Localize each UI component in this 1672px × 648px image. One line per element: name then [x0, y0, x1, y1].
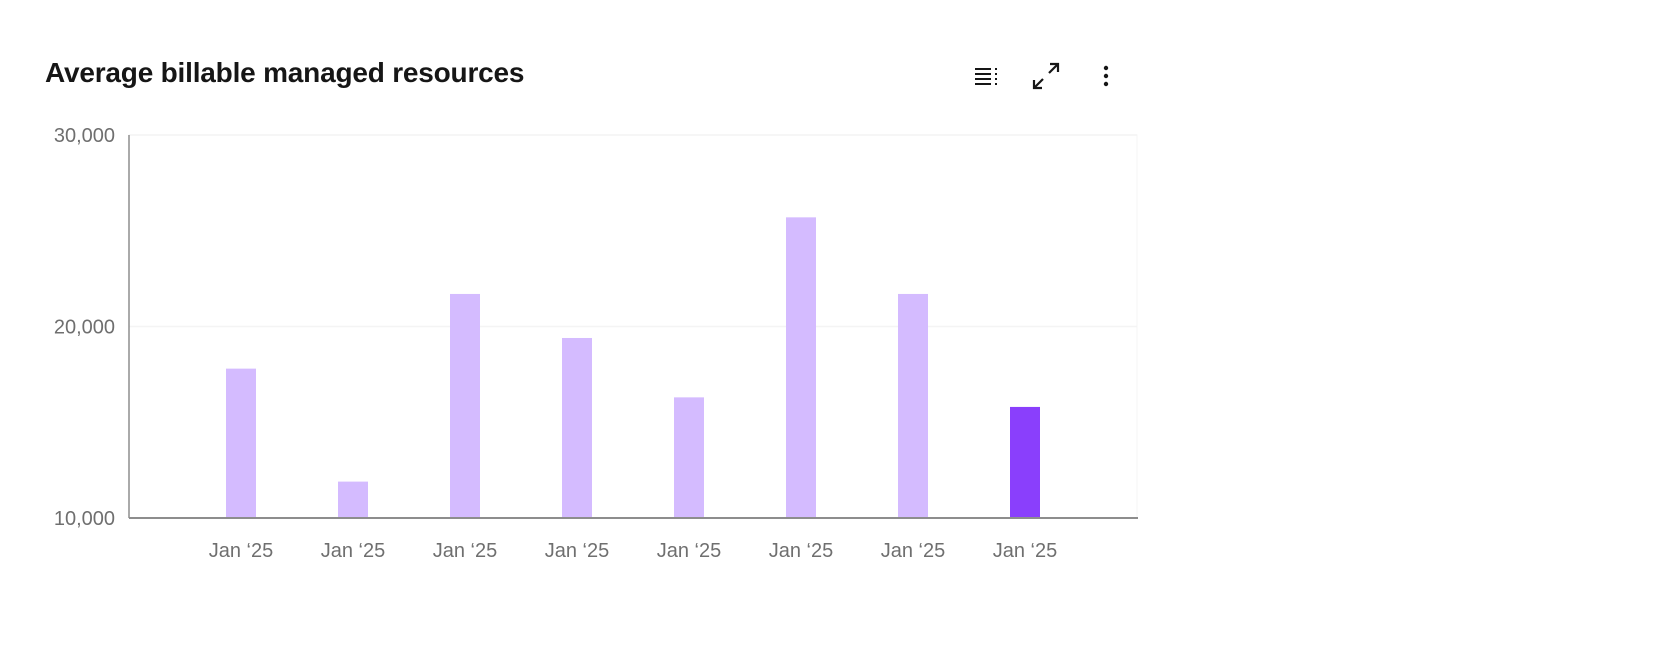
x-tick-label: Jan ‘25 — [881, 540, 946, 562]
bar — [226, 368, 256, 518]
bar — [338, 481, 368, 518]
x-tick-label: Jan ‘25 — [769, 540, 834, 562]
overflow-menu-button[interactable] — [1088, 58, 1124, 94]
bar — [898, 293, 928, 518]
x-tick-label: Jan ‘25 — [209, 540, 274, 562]
data-table-button[interactable] — [968, 58, 1004, 94]
bar — [562, 337, 592, 518]
bar — [450, 293, 480, 518]
bar — [1010, 406, 1040, 518]
chart-title: Average billable managed resources — [45, 57, 525, 88]
maximize-icon — [1032, 62, 1060, 90]
x-tick-label: Jan ‘25 — [993, 540, 1058, 562]
bar — [674, 397, 704, 518]
y-tick-label: 20,000 — [54, 317, 115, 339]
x-tick-label: Jan ‘25 — [657, 540, 722, 562]
maximize-button[interactable] — [1028, 58, 1064, 94]
y-tick-label: 30,000 — [54, 125, 115, 147]
y-tick-label: 10,000 — [54, 508, 115, 530]
x-tick-label: Jan ‘25 — [321, 540, 386, 562]
overflow-menu-icon — [1103, 65, 1109, 87]
x-tick-label: Jan ‘25 — [545, 540, 610, 562]
x-tick-label: Jan ‘25 — [433, 540, 498, 562]
data-table-icon — [975, 68, 997, 85]
bar — [786, 217, 816, 518]
